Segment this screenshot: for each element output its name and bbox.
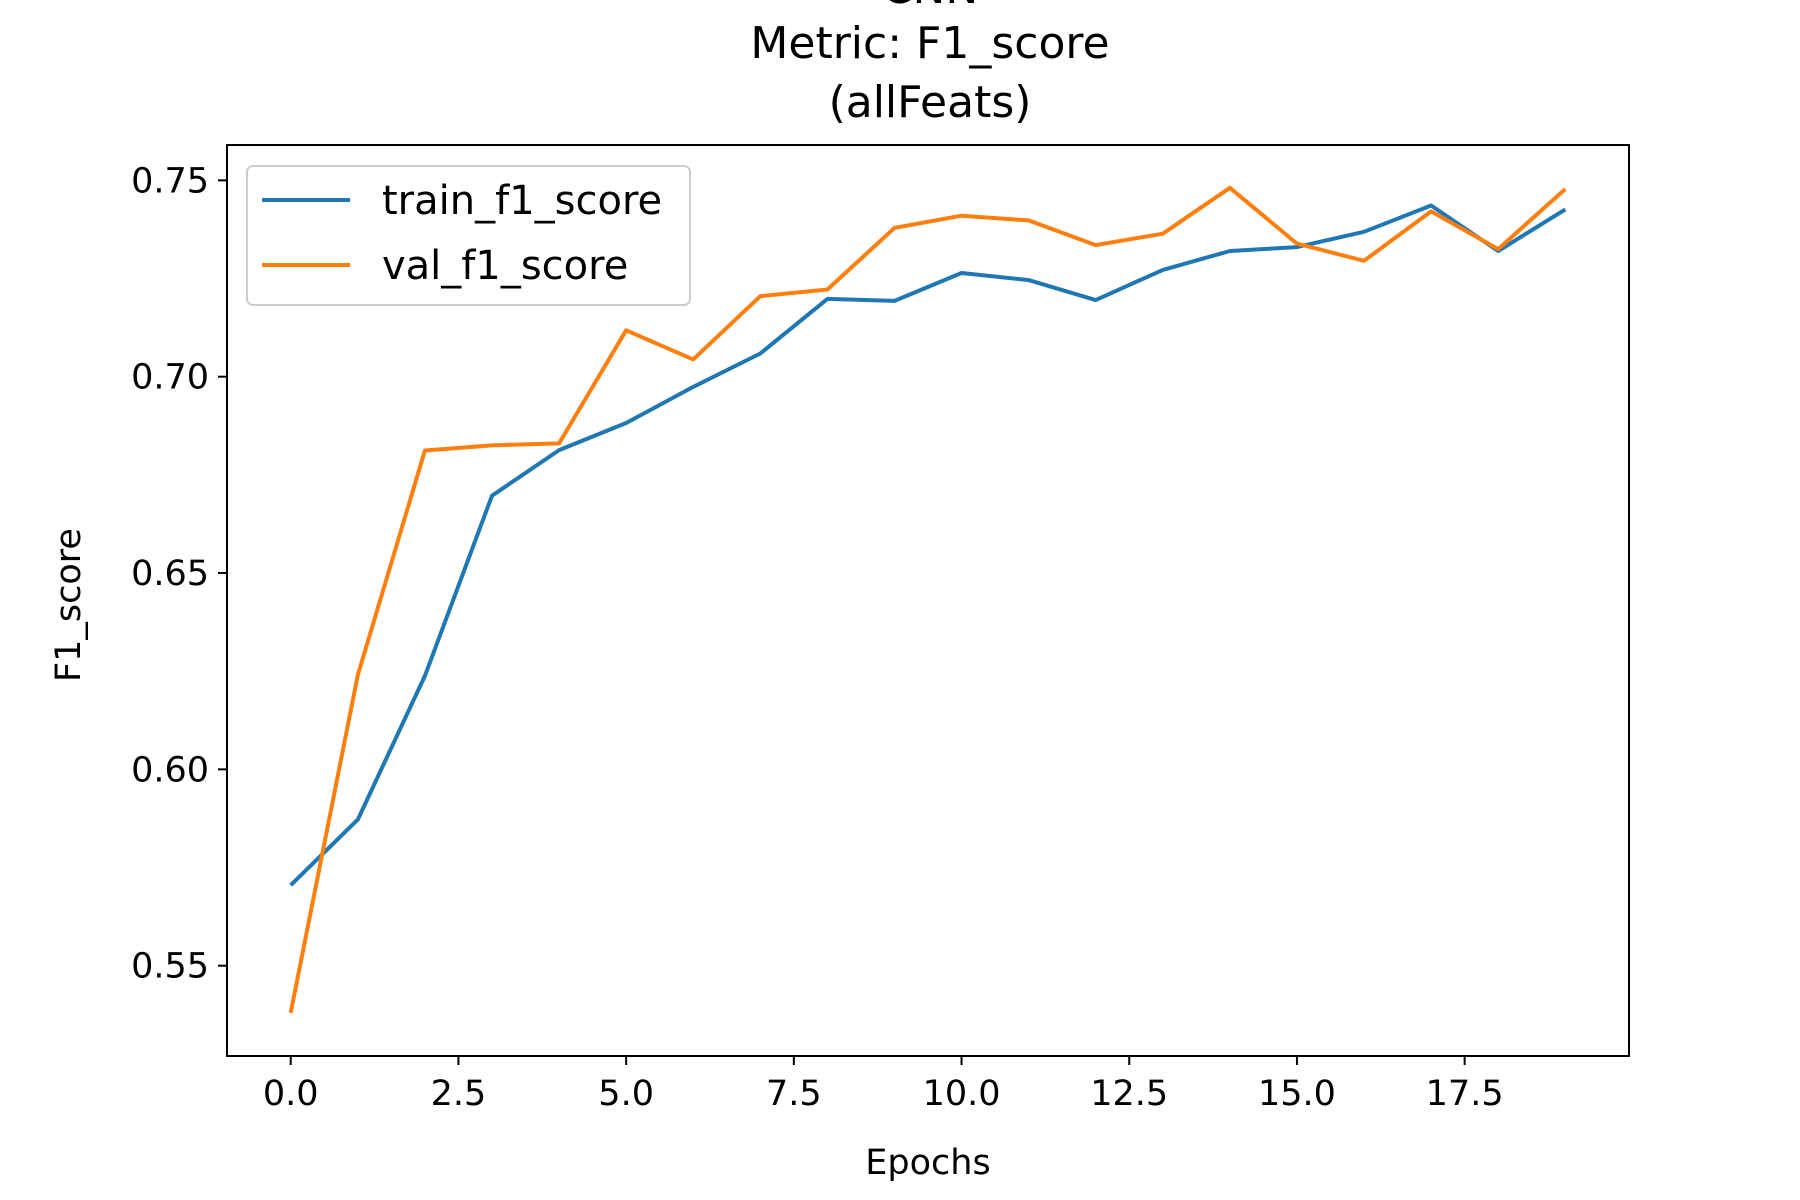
series-line-val-f1-score: [288, 185, 1567, 1014]
series-layer: [288, 185, 1567, 1014]
y-tick-label-1: 0.60: [131, 750, 209, 790]
x-tick-label-2: 5.0: [598, 1074, 654, 1114]
chart-title-line-2: Metric: F1_score: [750, 18, 1109, 69]
x-tick-label-4: 10.0: [923, 1074, 1001, 1114]
plot-frame: [226, 144, 1630, 1057]
y-tick-label-3: 0.70: [131, 358, 209, 398]
y-tick-label-4: 0.75: [131, 161, 209, 201]
legend: train_f1_score val_f1_score: [246, 165, 691, 306]
chart-title-line-1: CNN: [882, 0, 979, 14]
y-tick-label-0: 0.55: [131, 947, 209, 987]
y-axis-label: F1_score: [49, 528, 89, 682]
x-tick-label-0: 0.0: [263, 1074, 319, 1114]
legend-label-val: val_f1_score: [382, 243, 628, 289]
x-tick-label-7: 17.5: [1426, 1074, 1504, 1114]
series-line-train-f1-score: [289, 203, 1567, 887]
x-tick-label-5: 12.5: [1090, 1074, 1168, 1114]
x-tick-label-6: 15.0: [1258, 1074, 1336, 1114]
ticks-layer: 0.0 2.5 5.0 7.5 10.0 12.5 15.0 17.5 0.55 0.60 0.65…: [131, 161, 1504, 1114]
legend-frame: [246, 165, 691, 306]
x-axis-label: Epochs: [865, 1143, 990, 1183]
y-tick-label-2: 0.65: [131, 554, 209, 594]
x-tick-label-1: 2.5: [431, 1074, 487, 1114]
legend-label-train: train_f1_score: [382, 178, 662, 224]
x-tick-label-3: 7.5: [766, 1074, 822, 1114]
chart-title-line-3: (allFeats): [829, 77, 1032, 128]
